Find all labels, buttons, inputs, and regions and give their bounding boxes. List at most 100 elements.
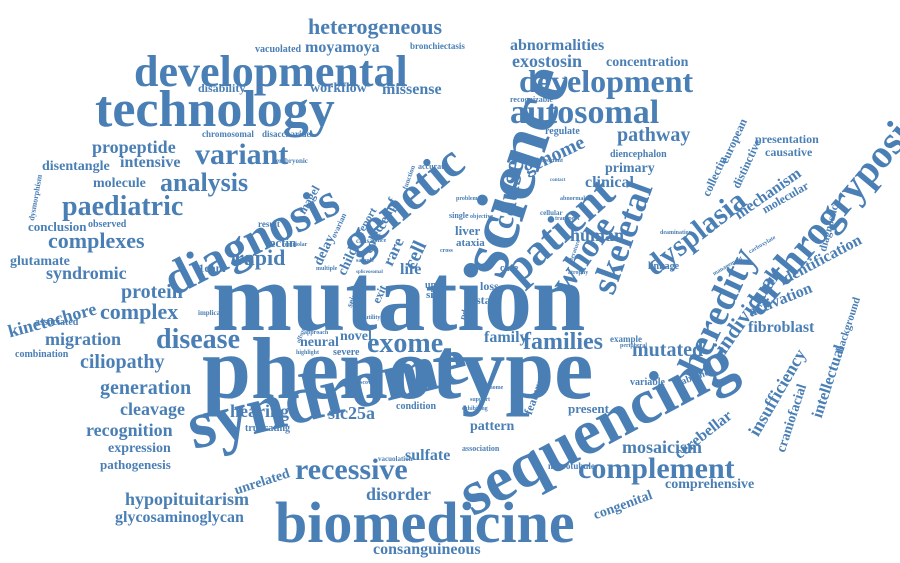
word-vacuolated: vacuolated: [255, 44, 302, 55]
word-microtubule: microtubule: [548, 461, 595, 471]
word-workflow: workflow: [310, 81, 367, 96]
word-recognition: recognition: [86, 420, 173, 440]
word-mutation: mutation: [212, 244, 586, 351]
word-generation: generation: [100, 377, 192, 399]
word-biomedicine: biomedicine: [275, 490, 575, 555]
word-truncating: truncating: [245, 423, 290, 434]
word-conclusion: conclusion: [28, 219, 87, 234]
word-loss: loss: [480, 279, 499, 293]
word-exome: exome: [367, 328, 444, 359]
word-phenotype: phenotype: [202, 321, 594, 418]
word-cleavage: cleavage: [120, 399, 185, 419]
word-presentation: presentation: [755, 132, 819, 146]
word-sulfate: sulfate: [405, 447, 451, 464]
word-heterogeneous: heterogeneous: [308, 14, 443, 39]
word-causal: causal: [356, 237, 375, 245]
word-example: example: [610, 334, 642, 344]
word-diencephalon: diencephalon: [610, 149, 667, 160]
word-combination: combination: [15, 349, 69, 360]
word-primary: primary: [605, 161, 655, 176]
word-pattern: pattern: [470, 419, 515, 434]
word-intellectual: intellectual: [809, 342, 849, 420]
word-present: present: [568, 401, 609, 416]
word-splice: splice: [372, 238, 387, 244]
word-exostosin: exostosin: [512, 51, 583, 71]
word-human: human: [570, 225, 625, 245]
word-recessive: recessive: [295, 453, 408, 486]
word-abnormal: abnormal: [560, 196, 586, 202]
word-association: association: [462, 444, 500, 453]
word-glycosaminoglycan: glycosaminoglycan: [115, 509, 244, 526]
word-atrophy: atrophy: [568, 270, 589, 276]
word-paediatric: paediatric: [62, 191, 184, 222]
word-site: site: [426, 289, 442, 301]
word-support: support: [470, 397, 491, 403]
word-technology: technology: [95, 81, 335, 138]
word-linkage: linkage: [648, 261, 680, 272]
word-chromosomal: chromosomal: [202, 129, 254, 139]
word-complex: complex: [100, 299, 179, 324]
word-concentration: concentration: [606, 55, 689, 70]
word-transport: transport: [555, 216, 580, 222]
word-novel: novel: [340, 329, 372, 344]
word-neural: neural: [300, 335, 339, 350]
word-unit: unit: [425, 280, 443, 291]
word-abnormalities: abnormalities: [510, 37, 605, 54]
word-migration: migration: [45, 329, 121, 349]
word-vacuolation: vacuolation: [378, 455, 413, 463]
word-problem: problem: [456, 196, 478, 202]
word-disease: disease: [156, 324, 240, 355]
word-protein: protein: [121, 281, 183, 303]
word-causative: causative: [765, 145, 813, 159]
word-contact: contact: [550, 178, 566, 183]
word-discovery: discovery: [355, 380, 380, 386]
word-hypopituitarism: hypopituitarism: [125, 489, 250, 509]
word-cross: cross: [440, 248, 453, 254]
word-developmental: developmental: [134, 47, 408, 96]
word-autosomal: autosomal: [510, 94, 660, 131]
word-background: background: [834, 295, 863, 354]
word-families: families: [523, 329, 603, 355]
word-disaccharide: disaccharide: [262, 129, 311, 139]
word-moyamoya: moyamoya: [305, 39, 380, 56]
word-mutated: mutated: [632, 339, 704, 361]
word-variant: variant: [195, 138, 289, 171]
word-implicated: implicated: [198, 309, 230, 317]
word-condition: condition: [396, 401, 437, 412]
word-slc25a: slc25a: [328, 403, 375, 423]
word-single: single: [449, 211, 469, 220]
word-multiple: multiple: [316, 266, 338, 272]
word-sample: sample: [356, 258, 374, 264]
word-development: development: [519, 63, 694, 99]
word-liver: liver: [455, 223, 481, 238]
word-peripheral: peripheral: [620, 343, 647, 349]
word-life: life: [400, 261, 422, 278]
word-intensive: intensive: [120, 154, 181, 171]
word-clinical: clinical: [585, 174, 634, 191]
word-disability: disability: [198, 81, 246, 95]
word-result: result: [258, 219, 280, 229]
word-glutamate: glutamate: [10, 254, 70, 269]
word-analysis: analysis: [160, 168, 249, 197]
word-family: family: [484, 329, 528, 346]
word-fibroblast: fibroblast: [748, 319, 815, 336]
word-phenome: phenome: [480, 385, 504, 391]
word-dysmorphism: dysmorphism: [27, 173, 44, 222]
word-accurate: accurate: [418, 162, 448, 171]
word-spliceosomal: spliceosomal: [356, 270, 383, 275]
word-highlight: highlight: [296, 350, 320, 356]
word-cellular: cellular: [540, 209, 563, 217]
word-associated: associated: [35, 317, 79, 328]
word-expression: expression: [108, 441, 171, 456]
word-disorder: disorder: [366, 484, 431, 504]
word-regulate: regulate: [545, 126, 580, 137]
word-rapid: rapid: [234, 245, 286, 270]
word-complement: complement: [578, 452, 735, 485]
word-variable: variable: [630, 377, 665, 388]
word-complexes: complexes: [48, 228, 145, 253]
word-care: care: [500, 263, 519, 274]
word-stag: stag: [476, 293, 497, 307]
word-comprehensive: comprehensive: [665, 477, 755, 492]
word-ciliopathy: ciliopathy: [80, 351, 165, 373]
